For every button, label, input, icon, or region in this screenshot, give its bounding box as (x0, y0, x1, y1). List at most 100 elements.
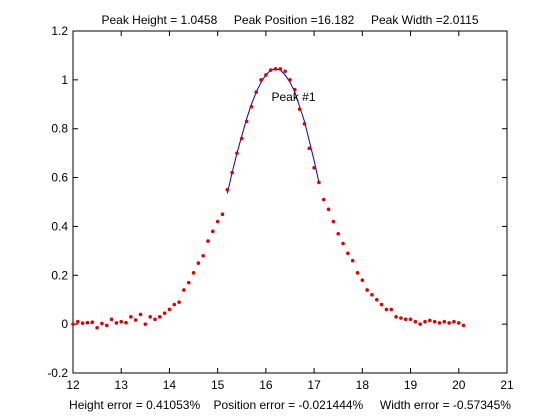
data-point (206, 239, 210, 243)
data-point (394, 315, 398, 319)
data-point (447, 321, 451, 325)
data-point (370, 293, 374, 297)
data-point (356, 271, 360, 275)
data-point (428, 319, 432, 323)
data-point (105, 324, 109, 328)
data-point (245, 120, 249, 124)
x-tick-label: 19 (404, 378, 418, 392)
data-point (115, 321, 119, 325)
data-point (81, 321, 85, 325)
data-point (375, 298, 379, 302)
y-tick-label: 1 (61, 73, 68, 87)
data-point (409, 317, 413, 321)
data-point (332, 220, 336, 224)
data-point (197, 261, 201, 265)
data-point (139, 313, 143, 317)
data-point (269, 68, 273, 72)
data-point (163, 311, 167, 315)
data-point (264, 73, 268, 77)
data-point (129, 315, 133, 319)
data-point (365, 288, 369, 292)
data-point (312, 166, 316, 170)
data-point (336, 232, 340, 236)
data-point (259, 78, 263, 82)
y-tick-label: 1.2 (51, 24, 68, 38)
y-tick-label: 0 (61, 317, 68, 331)
x-tick-label: 12 (66, 378, 80, 392)
data-point (380, 303, 384, 307)
data-point (182, 288, 186, 292)
chart-title: Peak Height = 1.0458 Peak Position =16.1… (101, 13, 478, 27)
data-point (288, 78, 292, 82)
x-axis-label: Height error = 0.41053% Position error =… (69, 398, 511, 412)
peak-annotation: Peak #1 (272, 90, 316, 104)
data-point (144, 322, 148, 326)
x-tick-label: 18 (356, 378, 370, 392)
data-point (346, 252, 350, 256)
data-point (230, 171, 234, 175)
x-tick-label: 15 (211, 378, 225, 392)
data-point (279, 67, 283, 71)
data-point (86, 321, 90, 325)
data-point (95, 326, 99, 330)
data-point (124, 321, 128, 325)
data-point (153, 317, 157, 321)
data-point (172, 303, 176, 307)
data-point (317, 181, 321, 185)
y-tick-label: -0.2 (47, 366, 68, 380)
data-point (148, 315, 152, 319)
y-tick-label: 0.6 (51, 171, 68, 185)
data-point (221, 212, 225, 216)
x-tick-label: 14 (163, 378, 177, 392)
data-point (211, 230, 215, 234)
data-point (177, 300, 181, 304)
data-point (404, 317, 408, 321)
data-point (298, 107, 302, 111)
data-point (235, 151, 239, 155)
data-point (216, 220, 220, 224)
data-point (322, 198, 326, 202)
data-point (274, 67, 278, 71)
data-point (385, 308, 389, 312)
data-point (341, 242, 345, 246)
data-point (433, 320, 437, 324)
x-tick-label: 20 (452, 378, 466, 392)
data-point (187, 281, 191, 285)
data-point (361, 278, 365, 282)
data-point (254, 90, 258, 94)
data-point (192, 271, 196, 275)
data-point (158, 315, 162, 319)
data-point (438, 321, 442, 325)
data-point (423, 320, 427, 324)
data-point (100, 322, 104, 326)
data-point (351, 259, 355, 263)
y-tick-label: 0.2 (51, 268, 68, 282)
x-tick-label: 21 (500, 378, 514, 392)
data-point (389, 308, 393, 312)
data-point (452, 320, 456, 324)
y-tick-label: 0.8 (51, 122, 68, 136)
data-point (307, 146, 311, 150)
data-point (457, 321, 461, 325)
data-point (76, 320, 80, 324)
data-point (168, 308, 172, 312)
x-tick-label: 13 (115, 378, 129, 392)
data-point (110, 317, 114, 321)
data-point (462, 324, 466, 328)
y-tick-label: 0.4 (51, 219, 68, 233)
data-point (418, 322, 422, 326)
data-point (134, 318, 138, 322)
data-point (71, 322, 75, 326)
data-point (201, 254, 205, 258)
data-point (226, 188, 230, 192)
data-point (399, 316, 403, 320)
data-point (240, 137, 244, 141)
data-point (443, 320, 447, 324)
data-point (303, 122, 307, 126)
data-point (327, 208, 331, 212)
x-tick-label: 16 (259, 378, 273, 392)
data-point (119, 320, 123, 324)
data-point (283, 70, 287, 74)
data-point (250, 105, 254, 109)
